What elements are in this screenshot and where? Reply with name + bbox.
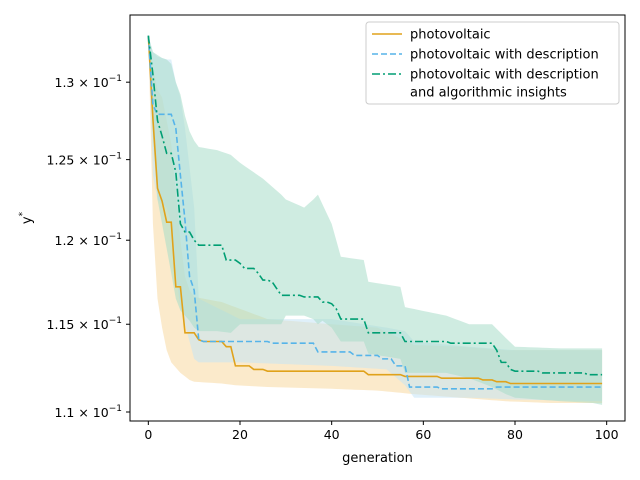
x-axis-label: generation [342, 451, 413, 466]
series-line-1 [147, 35, 603, 385]
legend-box [365, 21, 620, 105]
legend: photovoltaic photovoltaic with descriptio… [365, 21, 620, 105]
y-tick-label: 1.15 × 10−1 [47, 316, 122, 332]
legend-label-2: photovoltaic with description [410, 48, 599, 63]
legend-label-1: photovoltaic [410, 28, 491, 43]
legend-label-3: photovoltaic with description [410, 68, 599, 83]
x-tick-label: 80 [507, 427, 523, 442]
y-tick-label: 1.1 × 10−1 [55, 404, 123, 420]
plot-frame [129, 14, 626, 422]
x-tick-label: 20 [232, 427, 248, 442]
series-band-3 [148, 35, 603, 405]
y-tick-label: 1.25 × 10−1 [47, 152, 122, 168]
series-line-2 [147, 35, 603, 390]
x-tick-label: 0 [144, 427, 152, 442]
y-axis-label: y* [18, 211, 35, 224]
y-axis: 1.1 × 10−1 1.15 × 10−1 1.2 × 10−1 1.25 × 10… [47, 74, 130, 420]
y-tick-label: 1.2 × 10−1 [55, 232, 123, 248]
series-lines [147, 35, 603, 390]
series-line-3 [147, 35, 603, 376]
x-tick-label: 40 [324, 427, 340, 442]
x-tick-label: 60 [415, 427, 431, 442]
x-tick-label: 100 [595, 427, 619, 442]
legend-label-3-line2: and algorithmic insights [410, 86, 567, 101]
confidence-bands [148, 35, 603, 405]
y-tick-label: 1.3 × 10−1 [55, 74, 123, 90]
x-axis: 0 20 40 60 80 100 [144, 421, 619, 442]
